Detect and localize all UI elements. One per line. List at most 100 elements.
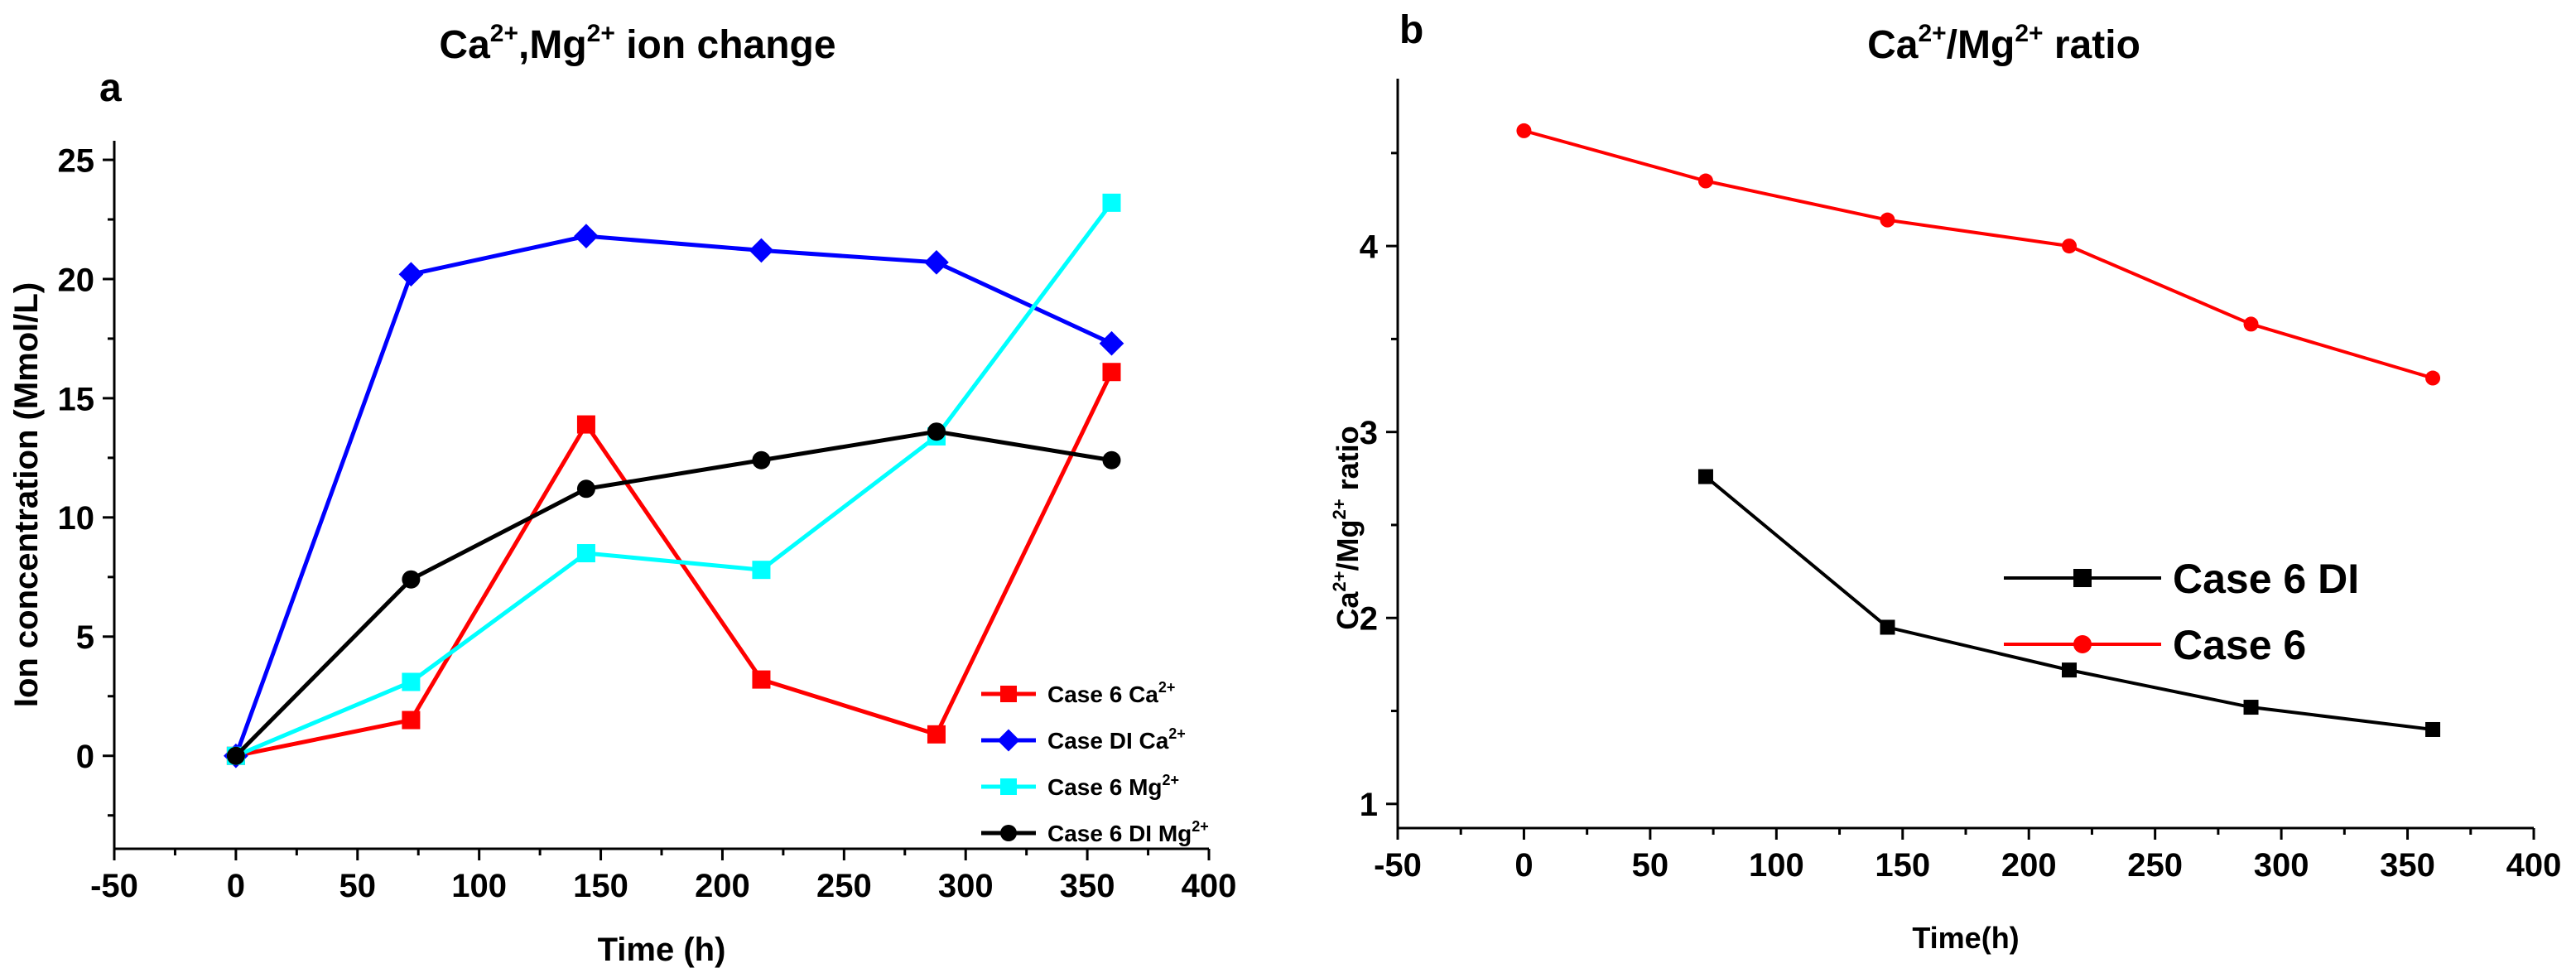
legend-label-text: Case 6 Ca [1047,682,1158,707]
legend-label-text: Case 6 DI Mg [1047,821,1192,846]
legend-marker [1000,825,1017,841]
data-point [2425,721,2441,737]
series-line [1523,128,2434,380]
legend-label-text: Case 6 Mg [1047,774,1163,800]
chart-title: Ca2+/Mg2+ ratio [1867,20,2140,67]
x-tick-label: 250 [816,868,872,904]
x-tick-label: 100 [1749,847,1804,884]
data-point [576,415,595,434]
chart-title-part: /Mg [1947,23,2015,67]
chart-title-part: Ca [439,23,490,67]
x-tick-label: 50 [1632,847,1669,884]
legend-label-sup: 2+ [1163,772,1180,788]
panel-label: a [99,66,122,110]
legend: Case 6 Ca2+Case DI Ca2+Case 6 Mg2+Case 6… [981,679,1209,846]
chart-title-part: ion change [615,23,836,67]
x-tick-label: 300 [938,868,994,904]
legend-item: Case 6 DI Mg2+ [981,818,1209,846]
y-axis-label: Ion concentration (Mmol/L) [8,282,45,707]
y-tick-label: 0 [76,739,94,775]
data-point [2425,370,2441,386]
x-tick-label: 200 [2001,847,2057,884]
data-point [924,249,949,275]
x-tick-label: -50 [1374,847,1422,884]
chart-title-sup: 2+ [587,20,615,47]
legend-item: Case 6 Mg2+ [981,772,1179,800]
chart-panel-a: -50 0 50 100 150 200 250 300 350 4000510152025Ca2… [8,20,1236,968]
legend-item: Case DI Ca2+ [981,725,1186,754]
y-tick-label: 15 [58,381,95,417]
data-point [1697,173,1713,189]
data-point [2062,238,2078,254]
legend-marker [997,729,1020,752]
legend-label: Case DI Ca2+ [1047,725,1186,754]
y-axis-label: Ca2+/Mg2+ ratio [1329,426,1365,629]
data-point [752,450,771,470]
y-axis-label-sup: 2+ [1329,499,1350,519]
data-point [1880,212,1895,228]
legend-marker [1000,686,1017,702]
data-point [1697,469,1713,484]
x-tick-label: 0 [1514,847,1533,884]
x-tick-label: 250 [2127,847,2183,884]
legend-label: Case 6 Ca2+ [1047,679,1175,707]
x-axis-label: Time (h) [598,932,726,968]
data-point [927,725,946,744]
data-point [1102,450,1121,470]
data-point [402,570,421,589]
chart-title-part: ,Mg [518,23,587,67]
panel-label: b [1399,8,1423,52]
data-point [576,544,595,563]
chart-title-sup: 2+ [2015,20,2043,47]
chart-title-sup: 2+ [1918,20,1946,47]
legend-item: Case 6 DI [2004,556,2359,602]
x-tick-label: 350 [2380,847,2435,884]
x-axis-label: Time(h) [1912,921,2019,955]
x-tick-label: 50 [339,868,377,904]
legend-item: Case 6 Ca2+ [981,679,1175,707]
data-point [2062,662,2078,678]
legend-label: Case 6 DI Mg2+ [1047,818,1209,846]
data-point [574,224,599,249]
y-tick-label: 20 [58,262,95,298]
legend-label-sup: 2+ [1158,679,1176,696]
series-line [1704,475,2434,731]
data-point [576,479,595,499]
x-tick-label: 400 [2506,847,2562,884]
legend-label: Case 6 [2173,622,2306,668]
x-tick-label: 350 [1060,868,1115,904]
series-line [234,429,1112,758]
x-tick-label: 0 [227,868,245,904]
data-point [1099,330,1124,356]
y-tick-label: 10 [58,500,95,537]
y-tick-label: 3 [1360,415,1378,451]
series-case-6-di-mg [226,422,1121,765]
legend-label: Case 6 Mg2+ [1047,772,1179,800]
legend-label-text: Case 6 DI [2173,556,2359,602]
legend-marker [2073,569,2092,587]
data-point [752,561,771,580]
x-tick-label: 150 [573,868,628,904]
y-axis-label-part: Ca [1331,591,1365,630]
data-point [1102,193,1121,212]
y-tick-label: 5 [76,619,94,656]
x-tick-label: 150 [1875,847,1930,884]
legend-label-sup: 2+ [1192,818,1209,835]
data-point [402,710,421,730]
series-case-6-ca [226,363,1121,765]
series-case-di-ca [224,224,1124,768]
data-point [226,746,245,765]
legend-label-text: Case 6 [2173,622,2306,668]
y-axis-label-part: ratio [1331,426,1365,499]
series-case-6-mg [226,193,1121,765]
legend-marker [1000,778,1017,795]
series-case-6-di [1697,469,2441,737]
data-point [398,262,424,287]
data-point [2243,316,2259,332]
data-point [927,422,946,441]
chart-title-part: Ca [1867,23,1919,67]
x-tick-label: 400 [1182,868,1237,904]
data-point [1880,619,1895,635]
